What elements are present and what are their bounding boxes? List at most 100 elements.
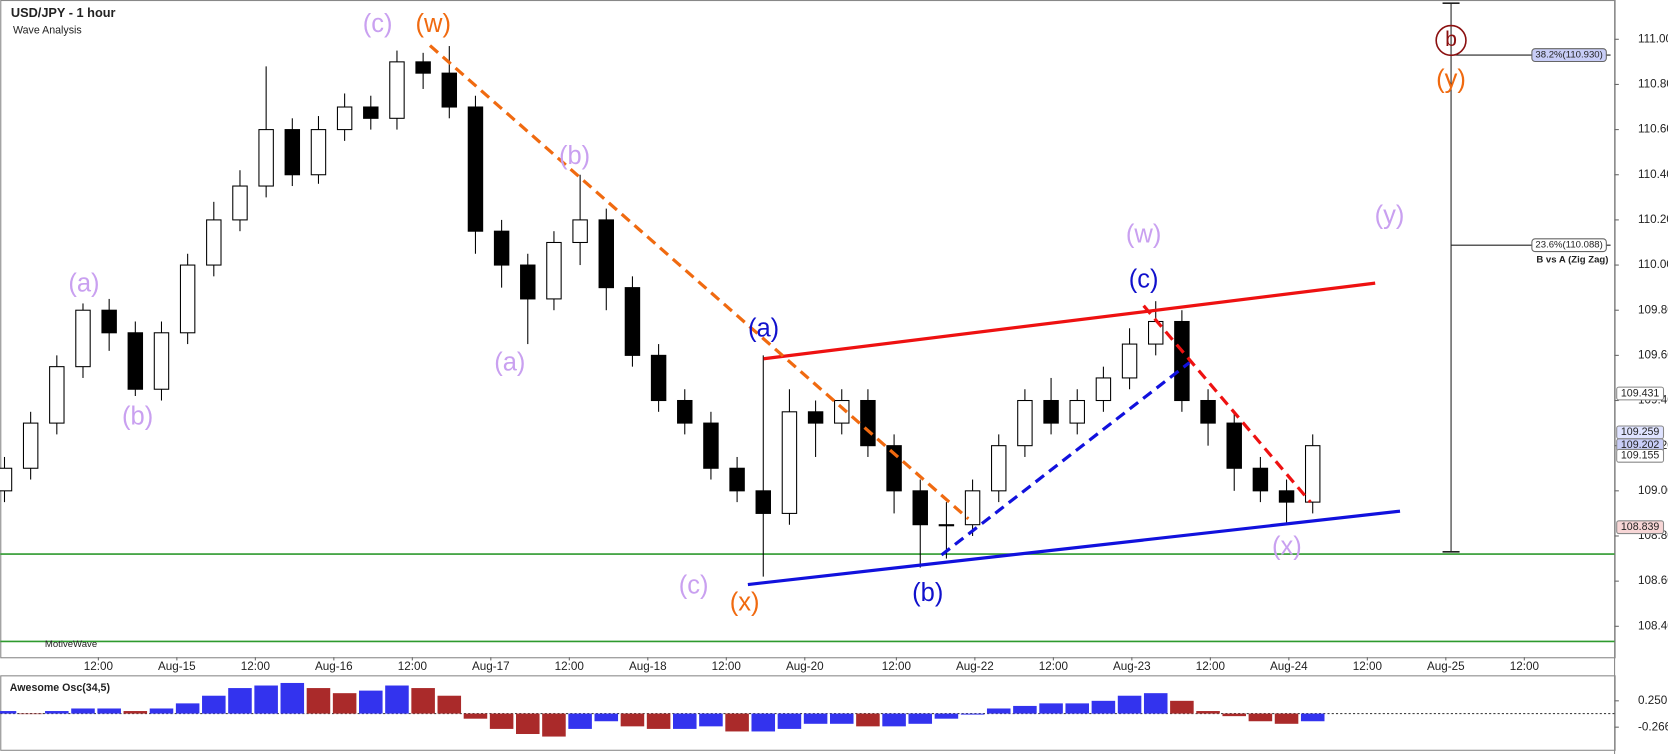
trendline <box>428 44 970 521</box>
candle-body <box>729 467 745 492</box>
candle-body <box>1226 422 1242 469</box>
osc-bar <box>1196 711 1220 714</box>
price-label: 109.155 <box>1621 450 1659 462</box>
candle-body <box>389 61 405 119</box>
osc-bar <box>18 713 43 715</box>
wave-label: (y) <box>1375 202 1405 230</box>
candle-body <box>127 332 144 390</box>
osc-bar <box>1274 713 1299 724</box>
x-tick-label: Aug-15 <box>158 660 196 673</box>
candle-body <box>493 230 510 266</box>
price-label: 109.259 <box>1621 426 1659 438</box>
x-tick-label: Aug-25 <box>1427 660 1465 673</box>
fib-note: B vs A (Zig Zag) <box>1536 255 1608 266</box>
wave-label: (x) <box>1272 532 1302 560</box>
candle-body <box>991 445 1007 492</box>
osc-bar <box>908 713 933 724</box>
wave-label: (y) <box>1436 66 1466 94</box>
candle-body <box>938 524 955 527</box>
candle-body <box>1278 490 1295 503</box>
x-tick-label: 12:00 <box>398 660 428 673</box>
wave-label: (b) <box>912 579 943 607</box>
x-tick-label: 12:00 <box>84 660 114 673</box>
candle-body <box>232 185 248 221</box>
y-tick-label: 110.400 <box>1638 168 1668 181</box>
x-tick-label: 12:00 <box>1510 660 1540 673</box>
candle-body <box>363 106 379 119</box>
x-tick-label: 12:00 <box>555 660 585 673</box>
candle-body <box>703 422 719 469</box>
wave-label: (w) <box>416 10 451 38</box>
osc-bar <box>829 713 854 724</box>
osc-bar <box>1248 713 1273 722</box>
candle-body <box>650 354 667 402</box>
candle-body <box>624 287 641 356</box>
price-label-box <box>1616 386 1665 401</box>
osc-bar <box>594 713 619 722</box>
price-label-box <box>1616 448 1665 463</box>
osc-bar <box>751 713 776 732</box>
x-tick-label: Aug-23 <box>1113 660 1151 673</box>
osc-bar <box>45 711 69 714</box>
x-tick-label: Aug-20 <box>786 660 824 673</box>
osc-bar <box>856 713 880 727</box>
y-tick-label: 111.000 <box>1638 32 1668 45</box>
osc-bar <box>1091 700 1116 714</box>
wave-label: (b) <box>122 403 153 431</box>
candle-body <box>415 61 431 74</box>
x-tick-label: Aug-16 <box>315 660 353 673</box>
osc-bar <box>882 713 906 727</box>
osc-bar <box>620 713 645 727</box>
candle-body <box>1304 445 1321 503</box>
candle-body <box>1069 399 1085 424</box>
x-tick-label: Aug-17 <box>472 660 510 673</box>
osc-bar <box>489 713 514 729</box>
osc-bar <box>1170 700 1194 714</box>
osc-tick-label: 0.250 <box>1638 694 1668 707</box>
price-label: 109.431 <box>1621 387 1659 399</box>
osc-bar <box>1013 705 1037 714</box>
osc-bar <box>175 703 200 714</box>
wave-label: (c) <box>363 10 393 38</box>
candle-body <box>1043 399 1059 424</box>
x-tick-label: Aug-24 <box>1270 660 1308 673</box>
wave-label: (w) <box>1126 221 1161 249</box>
y-tick-label: 110.200 <box>1638 213 1668 226</box>
wave-label: (a) <box>748 314 779 342</box>
y-tick-label: 108.600 <box>1638 574 1668 587</box>
osc-bar <box>0 711 17 714</box>
y-tick-label: 108.400 <box>1638 619 1668 632</box>
wave-label: (a) <box>68 270 99 298</box>
watermark: MotiveWave <box>45 639 97 650</box>
osc-bar <box>934 713 959 719</box>
wave-label: (b) <box>559 142 590 170</box>
osc-bar <box>463 713 488 719</box>
osc-bar <box>960 713 985 715</box>
osc-bar <box>202 695 226 714</box>
trendline <box>763 281 1376 361</box>
candle-body <box>258 129 274 187</box>
price-label: 109.202 <box>1621 439 1659 451</box>
candle-body <box>75 309 91 368</box>
candle-body <box>1017 399 1033 447</box>
osc-bar <box>725 713 749 732</box>
candle-body <box>1200 399 1216 424</box>
candle-body <box>22 422 39 469</box>
osc-bar <box>1300 713 1325 722</box>
trendline <box>1142 304 1312 504</box>
osc-bar <box>97 708 121 714</box>
x-tick-label: 12:00 <box>882 660 912 673</box>
wave-label: b <box>1445 27 1457 51</box>
osc-bar <box>437 695 462 714</box>
osc-bar <box>411 688 435 714</box>
candle-body <box>441 72 458 108</box>
y-tick-label: 109.600 <box>1638 348 1668 361</box>
osc-tick-label: -0.266 <box>1638 720 1668 733</box>
candle-body <box>860 399 876 447</box>
fib-label-box <box>1531 48 1607 63</box>
osc-bar <box>306 688 331 714</box>
osc-bar <box>516 713 540 735</box>
candle-body <box>284 129 301 176</box>
x-tick-label: 12:00 <box>241 660 271 673</box>
